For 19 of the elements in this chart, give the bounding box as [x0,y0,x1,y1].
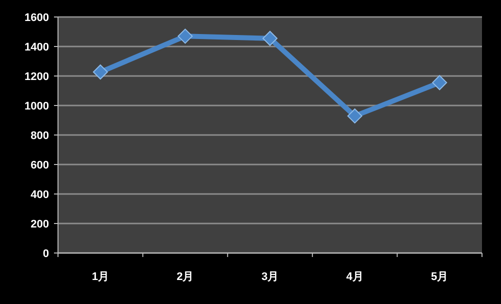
x-tick-label: 2月 [176,271,194,283]
y-tick-label: 1400 [24,42,49,54]
point [347,108,362,124]
y-tick-label: 1200 [24,71,49,83]
y-tick-label: 1600 [24,12,49,24]
point [178,28,193,44]
y-tick-label: 800 [30,130,49,142]
y-tick-label: 200 [30,218,49,230]
point [432,75,448,90]
point [92,64,108,80]
point [262,30,278,46]
y-tick-label: 1000 [24,100,49,112]
y-tick-label: 0 [42,248,49,260]
y-tick-label: 400 [30,189,49,201]
x-tick-label: 3月 [261,271,279,283]
x-tick-label: 4月 [346,271,364,283]
x-tick-label: 5月 [431,271,448,283]
y-tick-label: 600 [30,160,49,172]
x-tick-label: 1月 [92,271,109,283]
